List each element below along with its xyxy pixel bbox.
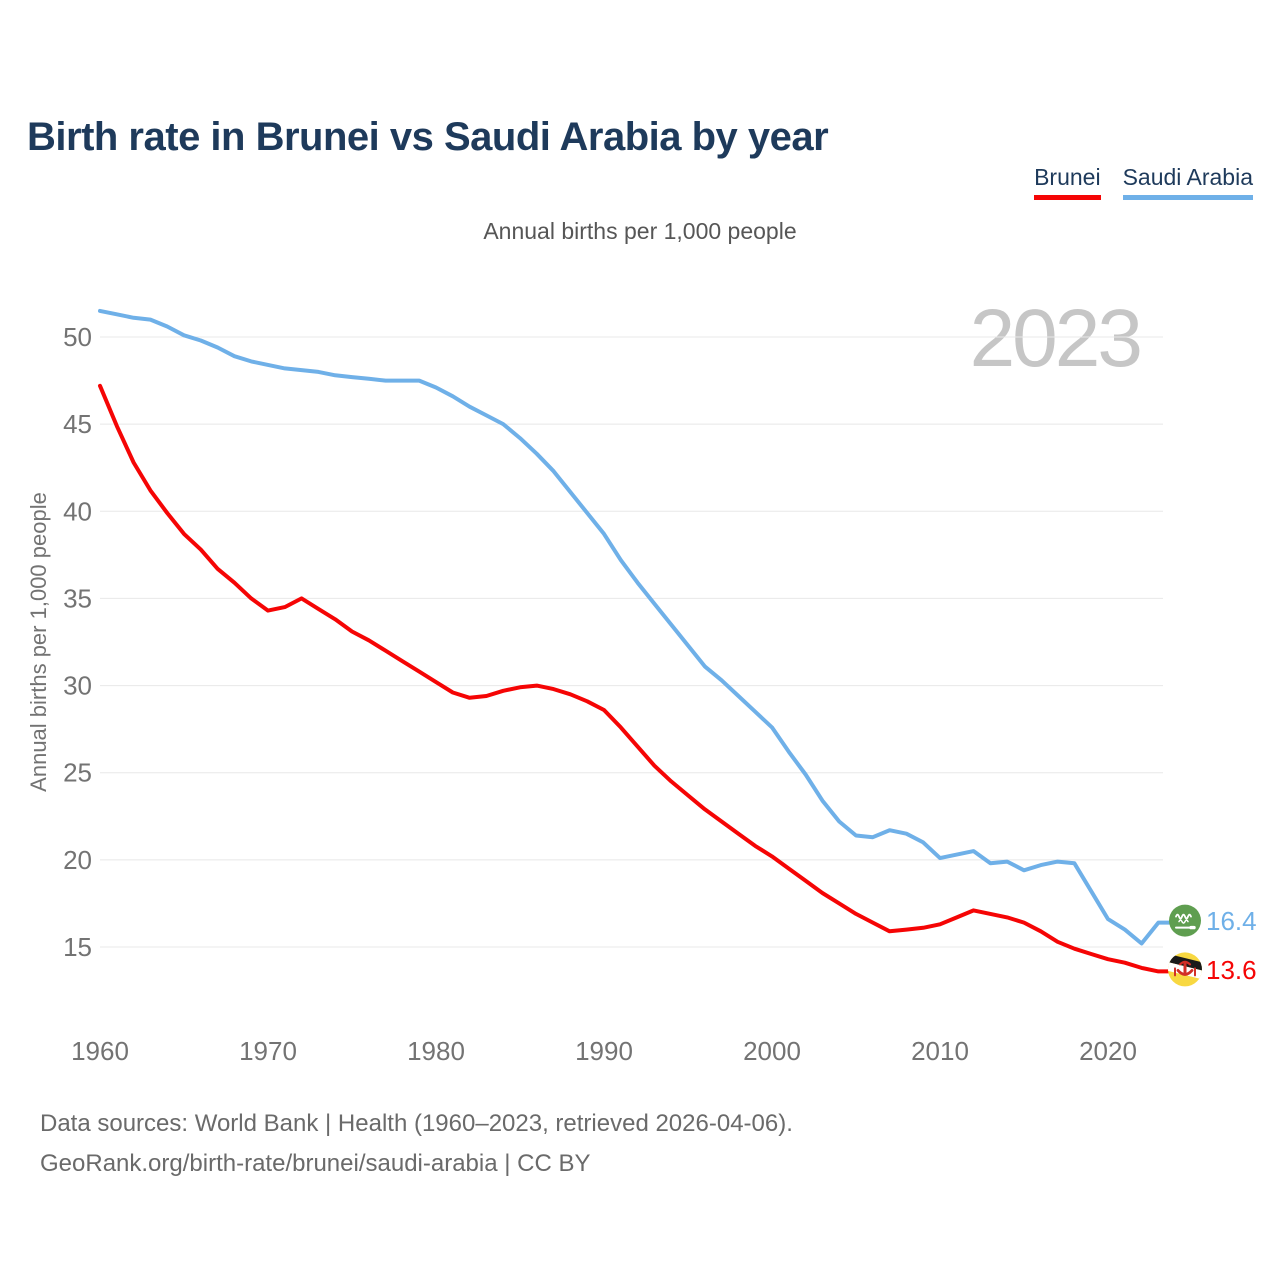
- x-tick-label: 1970: [239, 1036, 297, 1066]
- saudi-arabia-flag-icon: [1169, 904, 1201, 937]
- crest-crescent: [1176, 969, 1194, 976]
- legend-item-brunei[interactable]: Brunei: [1034, 164, 1101, 200]
- y-tick-label: 15: [63, 932, 92, 962]
- legend-item-saudi-arabia[interactable]: Saudi Arabia: [1122, 164, 1253, 200]
- y-tick-label: 30: [63, 671, 92, 701]
- brunei-flag-icon: [1164, 952, 1206, 987]
- flag-script: [1175, 913, 1192, 920]
- chart-subtitle: Annual births per 1,000 people: [483, 218, 797, 244]
- x-tick-label: 1960: [71, 1036, 129, 1066]
- x-tick-label: 2000: [743, 1036, 801, 1066]
- y-tick-label: 40: [63, 496, 92, 526]
- x-tick-label: 1990: [575, 1036, 633, 1066]
- x-tick-label: 2020: [1079, 1036, 1137, 1066]
- end-value-label-brunei: 13.6: [1206, 955, 1257, 985]
- watermark-year: 2023: [970, 293, 1140, 384]
- flag-crest: [1174, 960, 1196, 977]
- y-axis-title: Annual births per 1,000 people: [26, 492, 51, 792]
- footer: Data sources: World Bank | Health (1960–…: [40, 1104, 793, 1184]
- series-line-saudi-arabia[interactable]: [98, 308, 1173, 946]
- y-tick-label: 50: [63, 322, 92, 352]
- footer-attribution-url: GeoRank.org/birth-rate/brunei/saudi-arab…: [40, 1150, 591, 1177]
- legend: Brunei Saudi Arabia: [1034, 164, 1253, 200]
- y-tick-label: 45: [63, 409, 92, 439]
- flag-script: [1178, 919, 1189, 924]
- series-line-brunei[interactable]: [98, 383, 1173, 974]
- y-tick-label: 35: [63, 583, 92, 613]
- page-title: Birth rate in Brunei vs Saudi Arabia by …: [27, 114, 829, 159]
- x-tick-label: 1980: [407, 1036, 465, 1066]
- end-value-label-saudi-arabia: 16.4: [1206, 906, 1257, 936]
- x-tick-label: 2010: [911, 1036, 969, 1066]
- y-tick-label: 20: [63, 845, 92, 875]
- y-tick-label: 25: [63, 758, 92, 788]
- footer-data-sources: Data sources: World Bank | Health (1960–…: [40, 1110, 793, 1137]
